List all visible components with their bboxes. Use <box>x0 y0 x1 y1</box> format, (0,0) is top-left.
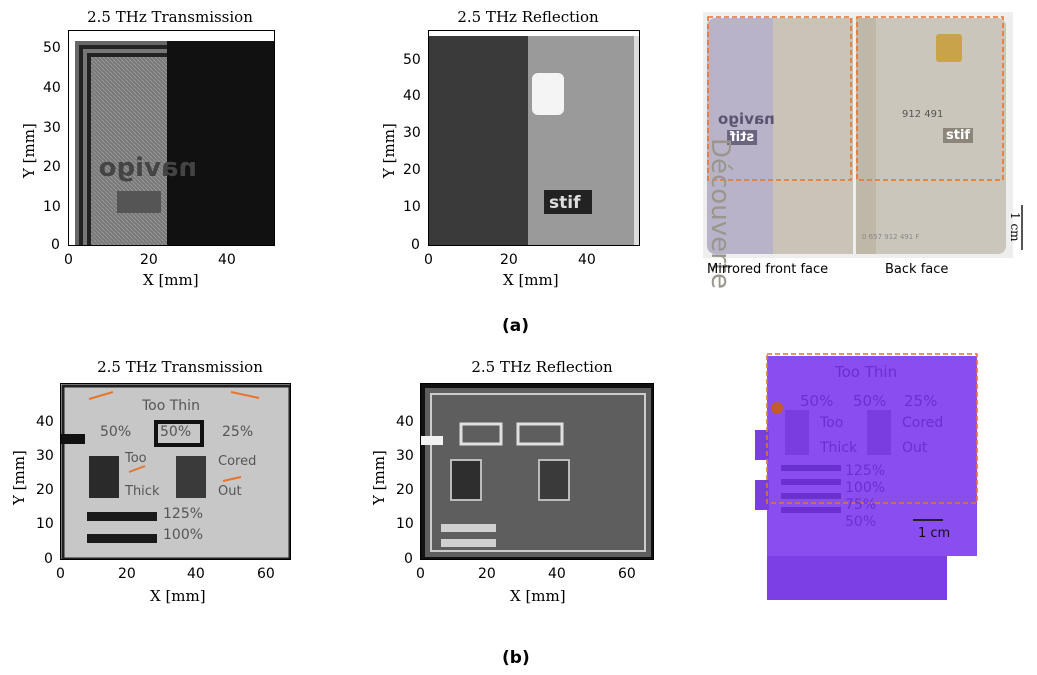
b-part-p125: 125% <box>845 463 886 479</box>
a1-xlabel: X [mm] <box>143 271 199 289</box>
b-t-out: Out <box>218 484 242 499</box>
b-t-p100: 100% <box>163 527 204 543</box>
b1-xtick-0: 0 <box>56 566 65 582</box>
b2-xtick-60: 60 <box>618 566 636 582</box>
b-t-p50a: 50% <box>100 424 132 440</box>
a-reflection-plot: stif <box>428 30 640 246</box>
b-t-p125: 125% <box>163 506 204 522</box>
a1-xtick-0: 0 <box>64 252 73 268</box>
b-part-p75: 75% <box>845 497 877 513</box>
b2-ytick-20: 20 <box>396 482 414 498</box>
b1-xtick-40: 40 <box>187 566 205 582</box>
a2-xlabel: X [mm] <box>503 271 559 289</box>
b2-ytick-30: 30 <box>396 448 414 464</box>
a-scale-bar <box>1021 205 1023 250</box>
a2-ytick-40: 40 <box>403 88 421 104</box>
b2-xtick-0: 0 <box>416 566 425 582</box>
a2-xtick-0: 0 <box>424 252 433 268</box>
b-reflection-plot <box>420 383 654 560</box>
b-t-cored: Cored <box>218 454 257 469</box>
a1-ytick-0: 0 <box>51 237 60 253</box>
b2-xtick-40: 40 <box>548 566 566 582</box>
a1-ytick-50: 50 <box>43 40 61 56</box>
a2-xtick-20: 20 <box>500 252 518 268</box>
b-part-photo-svg <box>745 350 995 600</box>
b2-xlabel: X [mm] <box>510 587 566 605</box>
a2-xtick-40: 40 <box>578 252 596 268</box>
b-part-photo <box>745 350 995 600</box>
a2-ylabel: Y [mm] <box>380 123 398 178</box>
a-transmission-image: navigo <box>69 31 274 245</box>
a2-ytick-10: 10 <box>403 199 421 215</box>
b1-xlabel: X [mm] <box>150 587 206 605</box>
a1-xtick-20: 20 <box>140 252 158 268</box>
b-part-p50b: 50% <box>853 392 887 410</box>
a2-ytick-0: 0 <box>411 237 420 253</box>
b-part-p50a: 50% <box>800 392 834 410</box>
b2-ylabel: Y [mm] <box>370 450 388 505</box>
b-transmission-plot <box>60 383 291 560</box>
a1-ytick-30: 30 <box>43 120 61 136</box>
b-t-p25: 25% <box>222 424 254 440</box>
a-card-navigo: navigo <box>718 110 775 128</box>
b-part-p100: 100% <box>845 480 886 496</box>
a1-xtick-40: 40 <box>218 252 236 268</box>
a-reflection-image: stif <box>429 31 639 245</box>
a2-ytick-20: 20 <box>403 162 421 178</box>
b-transmission-title: 2.5 THz Transmission <box>97 358 263 376</box>
b-part-too-thin: Too Thin <box>835 363 898 381</box>
b-t-too: Too <box>125 451 147 466</box>
b-part-p50c: 50% <box>845 514 877 530</box>
a1-ytick-20: 20 <box>43 159 61 175</box>
b1-ytick-0: 0 <box>44 551 53 567</box>
a-caption-back: Back face <box>885 262 949 277</box>
a-caption-front: Mirrored front face <box>707 262 829 277</box>
b1-xtick-60: 60 <box>257 566 275 582</box>
b-part-out: Out <box>902 440 928 456</box>
label-b: (b) <box>502 648 530 668</box>
a-transmission-title: 2.5 THz Transmission <box>87 8 253 26</box>
a-card-serial: 0 657 912 491 F <box>862 233 920 241</box>
a-card-stif-back: stif <box>943 128 974 143</box>
b-part-too: Too <box>820 415 844 431</box>
b-reflection-image <box>421 384 653 559</box>
b-arrow-3 <box>128 465 146 473</box>
b-scale-label: 1 cm <box>918 526 951 541</box>
b1-ytick-40: 40 <box>36 414 54 430</box>
b1-ylabel: Y [mm] <box>10 450 28 505</box>
b-part-thick: Thick <box>820 440 858 456</box>
b-arrow-2 <box>230 391 260 399</box>
b-reflection-title: 2.5 THz Reflection <box>471 358 613 376</box>
a-transmission-plot: navigo <box>68 30 275 246</box>
a-navigo-ghost: navigo <box>99 153 197 183</box>
b1-ytick-30: 30 <box>36 448 54 464</box>
b-arrow-4 <box>222 476 242 482</box>
label-a: (a) <box>502 316 530 336</box>
a-scale-label: 1 cm <box>1008 212 1022 242</box>
b-t-thick: Thick <box>125 484 160 499</box>
b2-ytick-10: 10 <box>396 516 414 532</box>
b2-ytick-0: 0 <box>404 551 413 567</box>
b-t-p50b: 50% <box>160 424 192 440</box>
b1-xtick-20: 20 <box>118 566 136 582</box>
b2-ytick-40: 40 <box>396 414 414 430</box>
b1-ytick-10: 10 <box>36 516 54 532</box>
a1-ytick-40: 40 <box>43 80 61 96</box>
b-arrow-1 <box>88 391 114 400</box>
a2-ytick-50: 50 <box>403 52 421 68</box>
b-t-too-thin: Too Thin <box>142 398 200 414</box>
a2-ytick-30: 30 <box>403 125 421 141</box>
a-card-number: 912 491 <box>902 109 944 120</box>
a-stif-reflection: stif <box>549 193 581 213</box>
b1-ytick-20: 20 <box>36 482 54 498</box>
a-reflection-title: 2.5 THz Reflection <box>457 8 599 26</box>
b-part-cored: Cored <box>902 415 944 431</box>
b-part-p25: 25% <box>904 392 938 410</box>
b-transmission-image <box>61 384 290 559</box>
b2-xtick-20: 20 <box>478 566 496 582</box>
a1-ytick-10: 10 <box>43 199 61 215</box>
a1-ylabel: Y [mm] <box>20 123 38 178</box>
